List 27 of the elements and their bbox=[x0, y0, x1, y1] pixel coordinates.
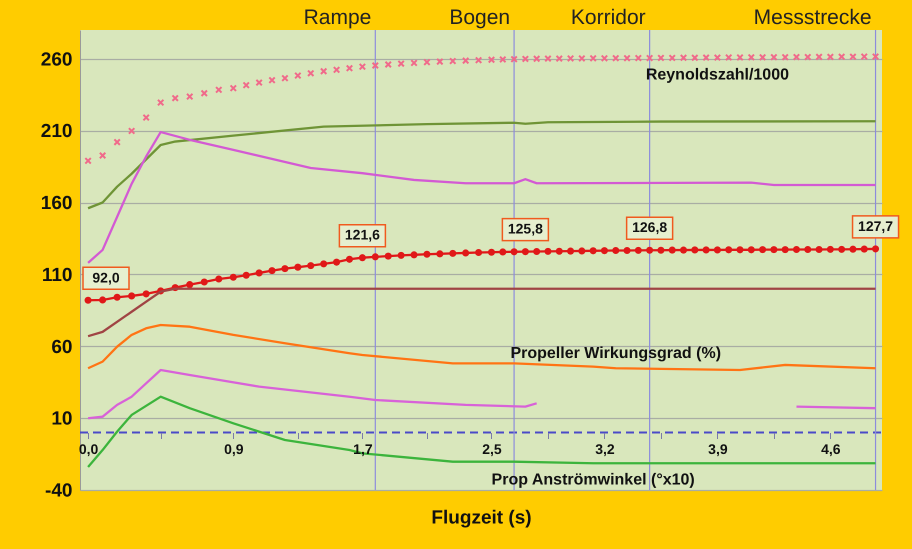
x-axis-title: Flugzeit (s) bbox=[431, 508, 532, 528]
series-label: Propeller Wirkungsgrad (%) bbox=[510, 345, 722, 362]
x-tick-label: 4,6 bbox=[821, 441, 841, 457]
data-label: 125,8 bbox=[508, 220, 544, 237]
y-tick-label: 110 bbox=[42, 264, 72, 286]
y-tick-label: 260 bbox=[40, 49, 72, 70]
data-label: 127,7 bbox=[858, 218, 894, 234]
data-label: 92,0 bbox=[92, 269, 120, 286]
ref-line-label: Rampe bbox=[304, 6, 372, 29]
ref-line-label: Korridor bbox=[570, 6, 646, 29]
ref-line-label: Messstrecke bbox=[754, 6, 872, 29]
y-tick-label: 160 bbox=[40, 193, 72, 214]
x-tick-label: 3,9 bbox=[708, 441, 728, 457]
data-label: 121,6 bbox=[344, 226, 380, 243]
x-tick-label: 0,9 bbox=[224, 441, 244, 457]
x-tick-label: 3,2 bbox=[595, 441, 615, 457]
series-label: Prop Anströmwinkel (°x10) bbox=[492, 471, 695, 488]
data-label: 126,8 bbox=[632, 219, 668, 236]
x-tick-label: 2,5 bbox=[482, 441, 502, 457]
y-tick-label: 210 bbox=[40, 121, 72, 142]
ref-line-label: Bogen bbox=[449, 6, 510, 29]
line-series bbox=[86, 120, 877, 210]
y-tick-label: 60 bbox=[51, 336, 72, 358]
y-tick-label: -40 bbox=[45, 480, 72, 502]
series-label: Reynoldszahl/1000 bbox=[646, 66, 790, 84]
line-series bbox=[86, 324, 877, 372]
y-tick-label: 10 bbox=[51, 408, 72, 430]
